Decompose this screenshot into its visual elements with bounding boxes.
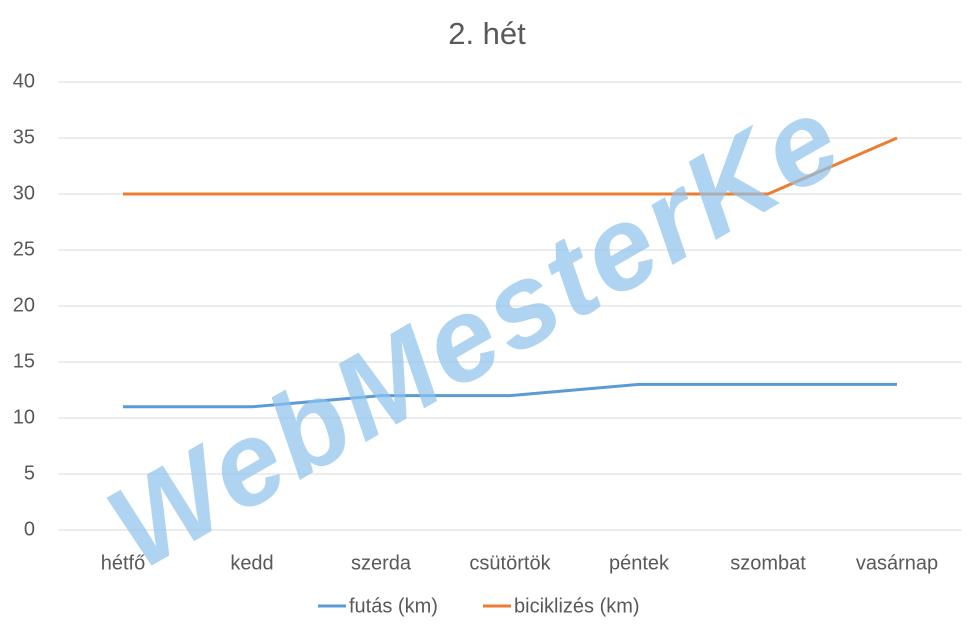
- y-tick-label: 30: [13, 182, 35, 204]
- x-tick-label: péntek: [609, 552, 670, 574]
- y-tick-label: 10: [13, 406, 35, 428]
- legend-label: biciklizés (km): [514, 595, 640, 617]
- x-tick-label: kedd: [230, 552, 273, 574]
- x-tick-label: hétfő: [101, 552, 145, 574]
- x-tick-label: csütörtök: [469, 552, 551, 574]
- chart-title: 2. hét: [448, 16, 526, 51]
- y-tick-label: 25: [13, 238, 35, 260]
- y-tick-label: 40: [13, 70, 35, 92]
- series-line: [123, 382, 897, 409]
- y-tick-label: 20: [13, 294, 35, 316]
- x-tick-label: szombat: [730, 552, 806, 574]
- y-tick-label: 5: [24, 462, 35, 484]
- watermark: WebMesterKe: [87, 70, 865, 595]
- x-tick-label: vasárnap: [856, 552, 938, 574]
- legend-label: futás (km): [349, 595, 438, 617]
- y-tick-label: 0: [24, 518, 35, 540]
- y-tick-label: 35: [13, 126, 35, 148]
- x-tick-label: szerda: [351, 552, 412, 574]
- y-tick-label: 15: [13, 350, 35, 372]
- series-line: [123, 136, 898, 196]
